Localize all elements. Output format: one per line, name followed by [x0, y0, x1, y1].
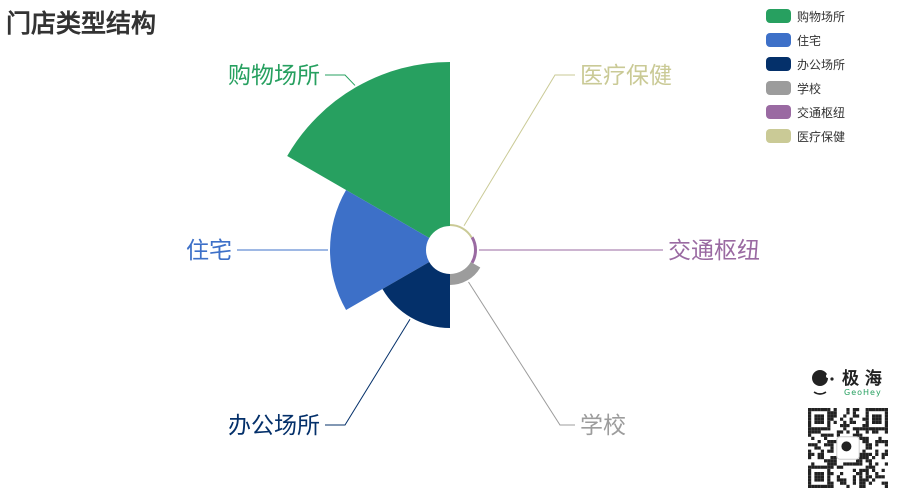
legend-swatch — [766, 33, 791, 47]
legend-label: 交通枢纽 — [797, 105, 846, 120]
legend-swatch — [766, 81, 791, 95]
legend-swatch — [766, 57, 791, 71]
chart-title: 门店类型结构 — [6, 9, 157, 38]
label-line-5 — [463, 74, 575, 227]
legend-swatch — [766, 105, 791, 119]
label-line-3 — [468, 281, 575, 426]
legend-label: 购物场所 — [797, 9, 846, 24]
rose-slice-0[interactable] — [287, 62, 450, 238]
rose-slice-3[interactable] — [450, 262, 481, 285]
legend-item[interactable]: 医疗保健 — [766, 124, 845, 148]
rose-slice-2[interactable] — [382, 262, 450, 328]
legend-label: 学校 — [797, 81, 822, 96]
slice-label-1: 住宅 — [186, 238, 232, 264]
slice-label-3: 学校 — [580, 413, 626, 439]
slice-label-4: 交通枢纽 — [668, 238, 760, 264]
brand-logo: 极 海 GeoHey — [808, 364, 890, 492]
geohey-logo-qr-icon: 极 海 GeoHey — [808, 368, 888, 488]
label-line-2 — [325, 319, 411, 426]
slice-label-5: 医疗保健 — [580, 63, 672, 89]
legend: 购物场所住宅办公场所学校交通枢纽医疗保健 — [766, 4, 845, 148]
legend-item[interactable]: 交通枢纽 — [766, 100, 845, 124]
rose-slice-4[interactable] — [470, 236, 478, 264]
legend-item[interactable]: 办公场所 — [766, 52, 845, 76]
brand-name: 极 海 — [842, 368, 882, 389]
legend-swatch — [766, 129, 791, 143]
legend-label: 办公场所 — [797, 57, 846, 72]
rose-slice-1[interactable] — [330, 190, 430, 310]
legend-label: 住宅 — [797, 33, 822, 48]
label-line-0 — [325, 74, 356, 86]
legend-swatch — [766, 9, 791, 23]
legend-item[interactable]: 住宅 — [766, 28, 845, 52]
legend-item[interactable]: 购物场所 — [766, 4, 845, 28]
slice-label-2: 办公场所 — [228, 413, 320, 439]
rose-slice-5[interactable] — [450, 224, 473, 238]
legend-label: 医疗保健 — [797, 129, 846, 144]
slice-label-0: 购物场所 — [228, 63, 320, 89]
brand-sub: GeoHey — [844, 388, 882, 397]
legend-item[interactable]: 学校 — [766, 76, 845, 100]
